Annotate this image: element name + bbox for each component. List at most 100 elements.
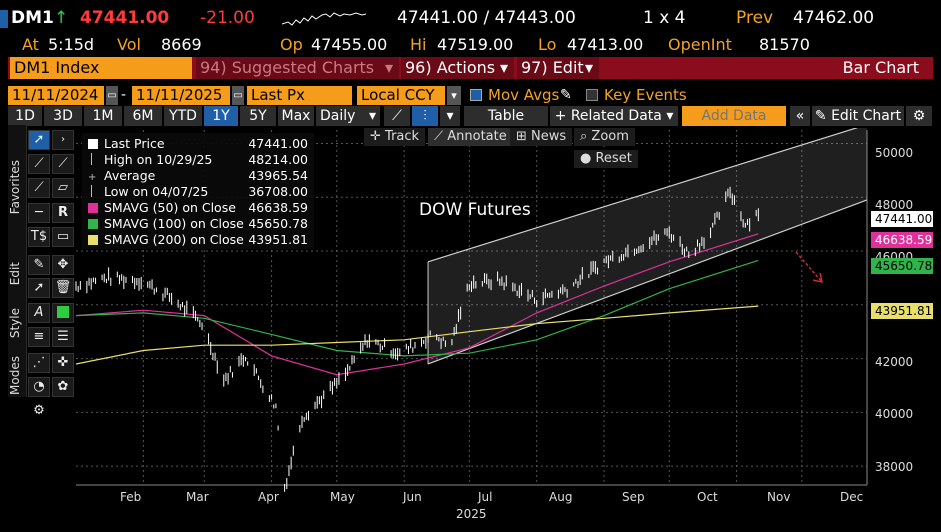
chevron-down-icon[interactable]: ▾: [440, 106, 460, 126]
suggested-charts-label: 94) Suggested Charts: [200, 58, 375, 77]
edit-label: 97) Edit: [521, 58, 584, 77]
low-label: Lo: [538, 35, 557, 54]
ticker[interactable]: DM1: [11, 8, 54, 28]
collapse-icon[interactable]: «: [790, 106, 810, 126]
calendar-icon[interactable]: ▭: [232, 86, 244, 105]
ray-icon[interactable]: ⟋: [52, 154, 74, 174]
segment-icon[interactable]: ⟋: [28, 178, 50, 198]
period-ytd[interactable]: YTD: [164, 106, 202, 126]
news-tool[interactable]: ⊞ News: [510, 128, 573, 146]
pencil-icon: ✎: [814, 108, 827, 124]
x-tick-apr: Apr: [258, 490, 279, 504]
period-1m[interactable]: 1M: [84, 106, 122, 126]
key-events-checkbox[interactable]: [586, 89, 598, 101]
modes-tab[interactable]: Modes: [8, 356, 22, 395]
legend-sma200: SMAVG (200) on Close: [88, 232, 244, 247]
favorites-tab[interactable]: Favorites: [8, 160, 22, 215]
gear-icon[interactable]: ⚙: [906, 106, 932, 126]
high-marker-icon: [91, 153, 95, 165]
zoom-tool[interactable]: ⌕ Zoom: [574, 128, 635, 146]
time-value: 5:15d: [48, 35, 95, 54]
mov-avgs-label: Mov Avgs: [488, 86, 560, 104]
security-field[interactable]: DM1 Index: [10, 57, 192, 79]
period-max[interactable]: Max: [278, 106, 314, 126]
track-tool[interactable]: ✛ Track: [364, 128, 426, 146]
bid-ask-size: 1 x 4: [643, 8, 686, 28]
trendline-icon[interactable]: ⟋: [28, 154, 50, 174]
sma100-tag: 45650.78: [871, 258, 933, 274]
plus-icon: +: [554, 108, 567, 124]
sma50-swatch: [88, 203, 98, 213]
field-selector[interactable]: Last Px: [247, 86, 352, 105]
select-icon[interactable]: ➚: [28, 278, 50, 298]
retracement-icon[interactable]: R: [52, 203, 74, 223]
line-width-icon[interactable]: ≡: [28, 327, 50, 347]
x-tick-mar: Mar: [186, 490, 209, 504]
zoom-label: Zoom: [591, 129, 629, 144]
frequency-selector[interactable]: Daily ▾: [316, 106, 380, 126]
cursor-icon[interactable]: ➚: [28, 130, 50, 150]
x-tick-sep: Sep: [622, 490, 645, 504]
y-tick-50000: 50000: [875, 146, 914, 160]
move-icon[interactable]: ✥: [52, 255, 74, 275]
mov-avgs-checkbox[interactable]: [470, 89, 482, 101]
pencil-icon: ⟋: [434, 129, 444, 144]
vol-label: Vol: [117, 35, 141, 54]
news-icon: ⊞: [516, 129, 527, 144]
legend-last-price-label: Last Price: [104, 136, 165, 151]
suggested-charts-menu[interactable]: 94) Suggested Charts ▾: [196, 57, 399, 79]
style-tab[interactable]: Style: [8, 308, 22, 339]
bar-chart-icon[interactable]: ⫶: [412, 106, 438, 126]
period-6m[interactable]: 6M: [124, 106, 162, 126]
legend-sma200-label: SMAVG (200) on Close: [104, 232, 244, 247]
color-swatch-icon[interactable]: [52, 303, 74, 323]
font-icon[interactable]: A: [28, 303, 50, 323]
palette-icon[interactable]: ✿: [52, 377, 74, 397]
horizontal-line-icon[interactable]: ─: [28, 203, 50, 223]
end-date-field[interactable]: 11/11/2025: [132, 86, 230, 105]
trash-icon[interactable]: 🗑: [52, 278, 74, 298]
period-1y[interactable]: 1Y: [204, 106, 238, 126]
comparison-icon[interactable]: ◔: [28, 377, 50, 397]
legend-low-value: 36708.00: [248, 184, 308, 199]
line-chart-icon[interactable]: ⟋: [384, 106, 410, 126]
calendar-icon[interactable]: ▭: [106, 86, 118, 105]
last-price-swatch: [88, 139, 98, 149]
edit-tab[interactable]: Edit: [8, 262, 22, 286]
table-button[interactable]: Table: [464, 106, 548, 126]
prev-label: Prev: [736, 8, 774, 28]
gear-icon[interactable]: ⚙: [28, 402, 50, 422]
rectangle-icon[interactable]: ▭: [52, 227, 74, 247]
legend-low-label: Low on 04/07/25: [104, 184, 209, 199]
currency-selector[interactable]: Local CCY: [357, 86, 445, 105]
pencil-icon[interactable]: ✎: [28, 255, 50, 275]
period-1d[interactable]: 1D: [8, 106, 42, 126]
actions-menu[interactable]: 96) Actions ▾: [401, 57, 514, 79]
legend-last-price-value: 47441.00: [248, 136, 308, 151]
edit-menu[interactable]: 97) Edit ▾: [517, 57, 599, 79]
sma100-line: [75, 259, 759, 357]
pencil-icon[interactable]: ✎: [560, 87, 572, 103]
add-data-input[interactable]: [682, 106, 786, 126]
line-style-icon[interactable]: ☰: [52, 327, 74, 347]
chevron-down-icon[interactable]: ▾: [447, 86, 461, 105]
high-value: 47519.00: [437, 35, 514, 54]
chevron-right-icon[interactable]: ›: [52, 130, 74, 150]
trend-arrow-line: [795, 251, 823, 283]
annotate-tool[interactable]: ⟋ Annotate: [428, 128, 513, 146]
x-tick-jun: Jun: [403, 490, 422, 504]
open-label: Op: [280, 35, 303, 54]
channel-icon[interactable]: ▱: [52, 178, 74, 198]
chart-canvas[interactable]: [0, 128, 941, 532]
start-date-field[interactable]: 11/11/2024: [8, 86, 104, 105]
related-data-button[interactable]: + Related Data ▾: [550, 106, 678, 126]
text-dollar-icon[interactable]: T$: [28, 227, 50, 247]
crosshair-magnet-icon[interactable]: ✜: [52, 353, 74, 373]
period-3d[interactable]: 3D: [44, 106, 82, 126]
dashed-line-icon[interactable]: ⋰: [28, 353, 50, 373]
chart-title[interactable]: DOW Futures: [419, 200, 531, 220]
x-tick-jul: Jul: [478, 490, 493, 504]
edit-chart-button[interactable]: ✎ Edit Chart: [812, 106, 904, 126]
period-5y[interactable]: 5Y: [240, 106, 276, 126]
reset-button[interactable]: ● Reset: [574, 150, 638, 168]
